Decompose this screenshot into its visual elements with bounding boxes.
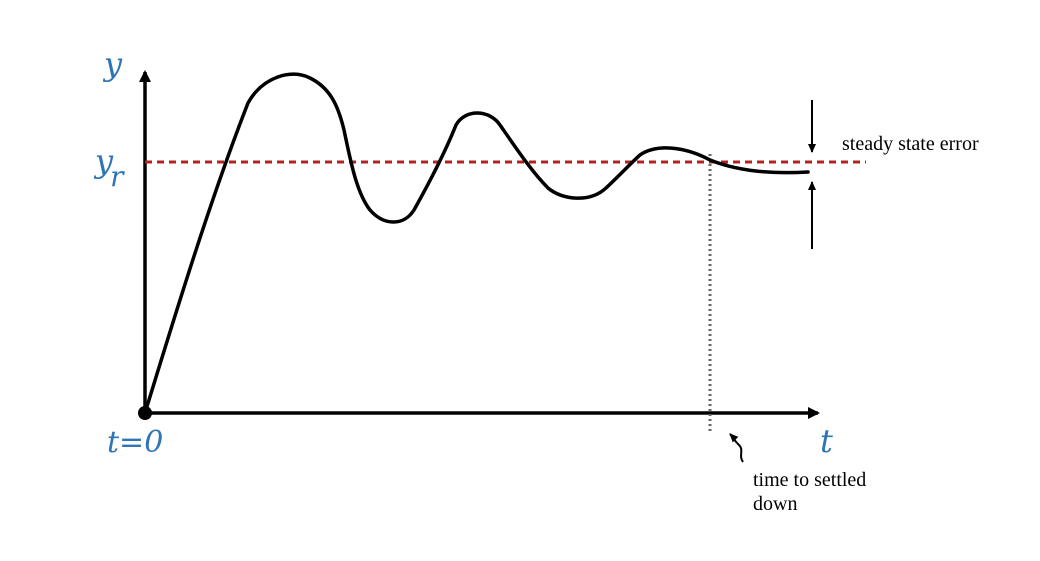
steady-state-error-label: steady state error <box>842 133 979 155</box>
settle-annotation-arrow <box>729 433 744 463</box>
yr-label: yr <box>93 142 125 193</box>
yr-label-main: y <box>93 142 114 180</box>
t-origin-label: t=0 <box>107 425 163 460</box>
yr-label-sub: r <box>110 160 125 193</box>
t-axis-label: t <box>820 422 833 460</box>
response-curve <box>143 72 810 415</box>
settle-label-line1: time to settled <box>753 469 866 491</box>
y-axis-label: y <box>102 45 123 83</box>
settle-label-line2: down <box>753 493 797 515</box>
